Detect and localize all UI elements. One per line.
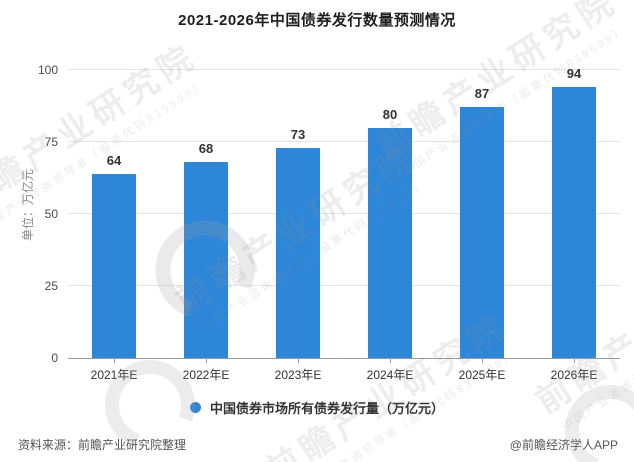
x-axis-tick: [482, 358, 483, 363]
x-tick-label-2026年E: 2026年E: [550, 368, 598, 382]
x-tick-label-2021年E: 2021年E: [90, 368, 138, 382]
bar-2025年E: [460, 107, 504, 358]
x-tick-label-2024年E: 2024年E: [366, 368, 414, 382]
x-tick-label-2023年E: 2023年E: [274, 368, 322, 382]
bar-slot-2022年E: 68: [160, 70, 252, 363]
bar-slot-2026年E: 94: [528, 66, 620, 363]
bar-2024年E: [368, 127, 412, 358]
x-axis-tick: [206, 358, 207, 363]
bar-value-label: 80: [382, 106, 398, 122]
legend-series-label: 中国债券市场所有债券发行量（万亿元）: [209, 401, 444, 416]
bar-slot-2024年E: 80: [344, 70, 436, 363]
y-axis-unit-label: 单位：万亿元: [21, 169, 35, 242]
x-axis-tick: [390, 358, 391, 363]
bar-value-label: 68: [198, 141, 214, 157]
footer-source-text: 资料来源：前瞻产业研究院整理: [18, 438, 187, 452]
bar-2021年E: [92, 173, 136, 358]
gridline-25: [68, 285, 620, 286]
x-axis-tick: [298, 358, 299, 363]
y-tick-label-0: 0: [51, 351, 58, 365]
plot-area: 64 68 73 80 87 94: [68, 66, 620, 363]
y-tick-label-75: 75: [44, 135, 58, 149]
bar-2026年E: [552, 87, 596, 358]
x-axis-tick: [114, 358, 115, 363]
legend-marker-dot: [189, 402, 201, 413]
gridline-100: [68, 69, 620, 70]
x-tick-label-2022年E: 2022年E: [182, 368, 230, 382]
y-tick-label-25: 25: [44, 279, 58, 293]
bar-slot-2025年E: 87: [436, 70, 528, 363]
legend: 中国债券市场所有债券发行量（万亿元）: [0, 398, 634, 417]
x-tick-label-2025年E: 2025年E: [458, 368, 506, 382]
chart-title: 2021-2026年中国债券发行数量预测情况: [178, 12, 456, 29]
y-tick-label-50: 50: [44, 207, 58, 221]
gridline-50: [68, 213, 620, 214]
bar-value-label: 87: [474, 86, 490, 102]
bar-slot-2021年E: 64: [68, 70, 160, 363]
bar-slot-2023年E: 73: [252, 70, 344, 363]
bar-2022年E: [184, 162, 228, 358]
y-tick-label-100: 100: [37, 63, 58, 77]
bar-2023年E: [276, 147, 320, 358]
bar-value-label: 64: [106, 152, 122, 168]
gridline-75: [68, 141, 620, 142]
bar-value-label: 94: [566, 66, 582, 82]
x-axis-tick: [574, 358, 575, 363]
bar-value-label: 73: [290, 126, 306, 142]
footer-credit-text: @前瞻经济学人APP: [509, 438, 618, 452]
x-axis-labels: 2021年E 2022年E 2023年E 2024年E 2025年E 2026年E: [68, 366, 620, 383]
